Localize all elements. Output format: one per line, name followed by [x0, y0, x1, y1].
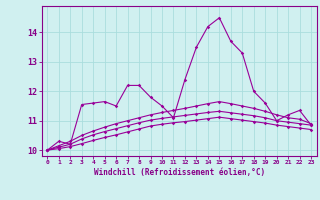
X-axis label: Windchill (Refroidissement éolien,°C): Windchill (Refroidissement éolien,°C) — [94, 168, 265, 177]
